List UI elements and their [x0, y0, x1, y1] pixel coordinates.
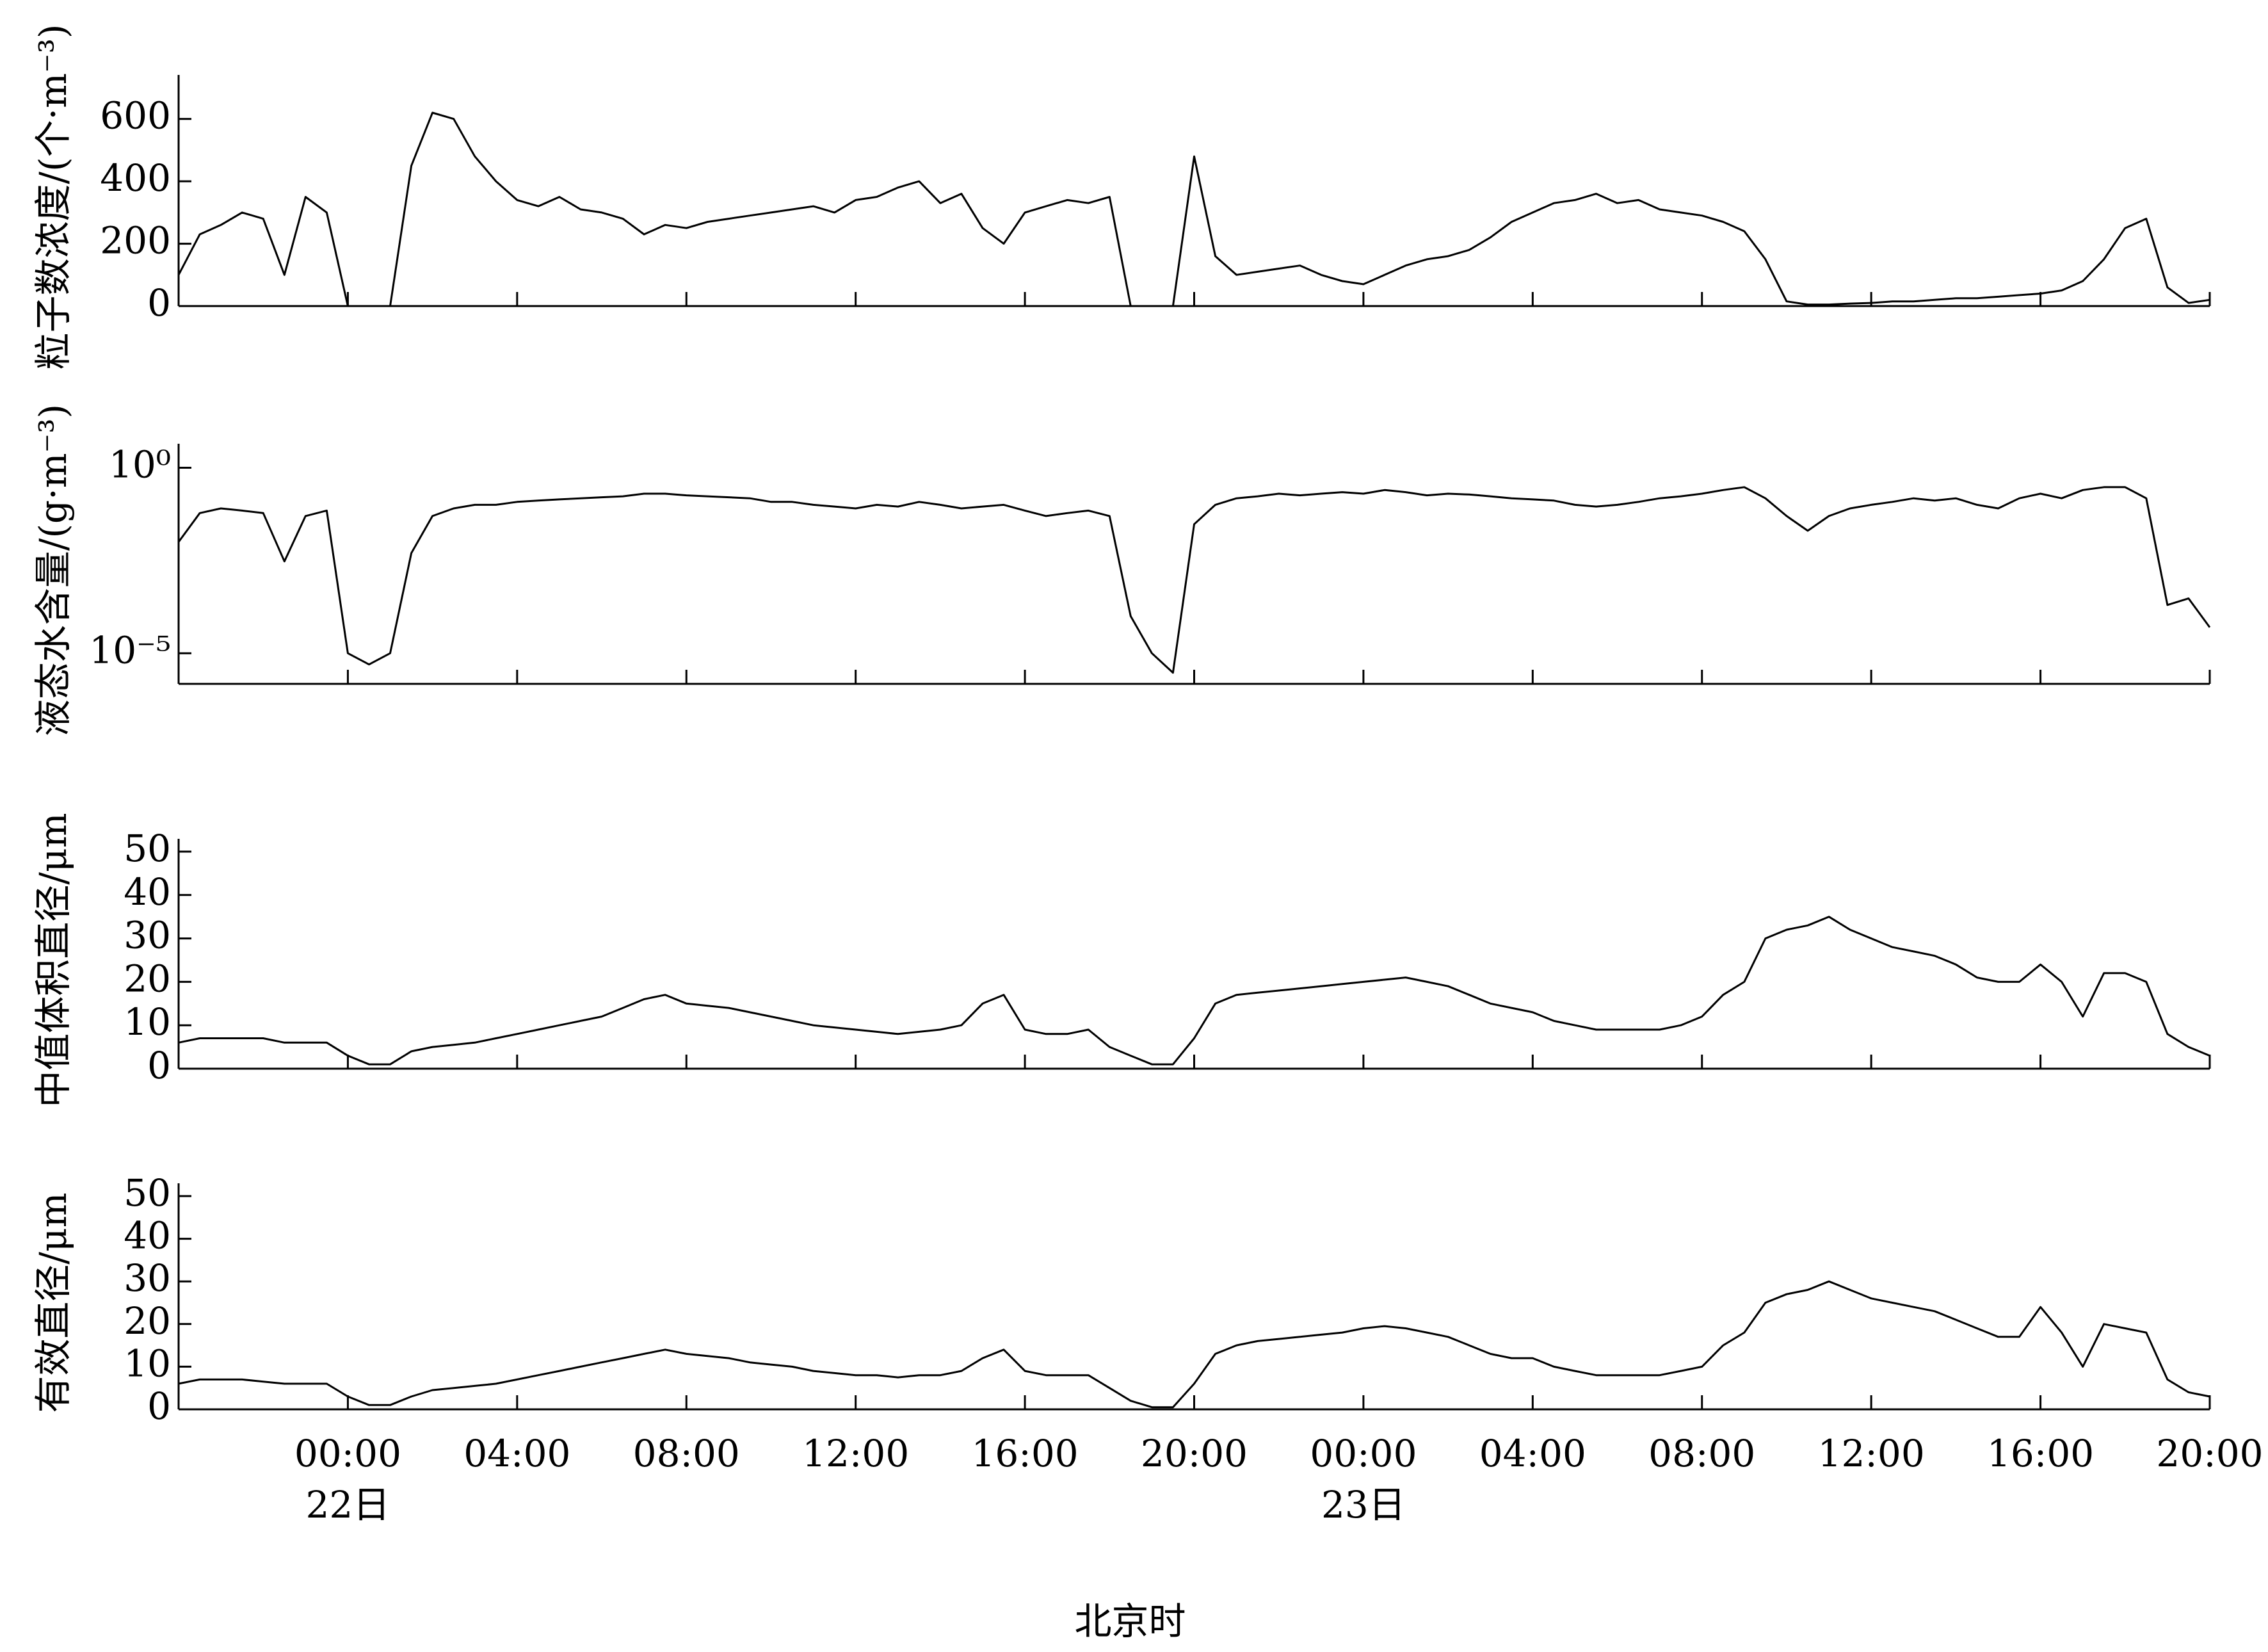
y-tick-label: 10⁻⁵ [89, 628, 171, 672]
y-tick-label: 10 [124, 1000, 171, 1044]
y-axis-title: 粒子数浓度/(个·m⁻³) [31, 24, 75, 369]
x-tick-label: 16:00 [972, 1432, 1079, 1475]
x-tick-label: 12:00 [802, 1432, 909, 1475]
y-tick-label: 10 [124, 1341, 171, 1385]
y-tick-label: 600 [100, 94, 171, 138]
y-tick-label: 20 [124, 957, 171, 1000]
x-tick-label: 04:00 [463, 1432, 570, 1475]
y-tick-label: 30 [124, 914, 171, 957]
data-line [177, 111, 2210, 307]
y-tick-label: 50 [124, 1171, 171, 1215]
y-tick-label: 0 [147, 1384, 171, 1428]
y-tick-label: 400 [100, 156, 171, 200]
y-tick-label: 40 [124, 1214, 171, 1258]
y-tick-label: 50 [124, 827, 171, 870]
data-line [178, 916, 2210, 1065]
y-tick-label: 0 [147, 281, 171, 325]
data-line [178, 1280, 2210, 1409]
x-axis-title: 北京时 [1074, 1599, 1186, 1643]
x-tick-label: 12:00 [1818, 1432, 1925, 1475]
date-label: 23日 [1321, 1483, 1406, 1526]
y-tick-label: 0 [147, 1044, 171, 1087]
x-tick-label: 16:00 [1987, 1432, 2094, 1475]
y-tick-label: 20 [124, 1299, 171, 1343]
y-axis-title: 液态水含量/(g·m⁻³) [31, 404, 75, 736]
y-axis-title: 中值体积直径/μm [31, 813, 75, 1107]
y-tick-label: 10⁰ [109, 442, 171, 486]
x-tick-label: 20:00 [1141, 1432, 1248, 1475]
date-label: 22日 [306, 1483, 390, 1526]
y-tick-label: 30 [124, 1256, 171, 1300]
x-tick-label: 00:00 [294, 1432, 401, 1475]
x-tick-label: 04:00 [1479, 1432, 1586, 1475]
y-tick-label: 40 [124, 870, 171, 914]
data-line [177, 486, 2211, 674]
x-tick-label: 08:00 [1648, 1432, 1755, 1475]
x-tick-label: 08:00 [633, 1432, 740, 1475]
x-tick-label: 20:00 [2156, 1432, 2263, 1475]
x-tick-label: 00:00 [1310, 1432, 1417, 1475]
y-axis-title: 有效直径/μm [31, 1192, 75, 1413]
y-tick-label: 200 [100, 219, 171, 263]
